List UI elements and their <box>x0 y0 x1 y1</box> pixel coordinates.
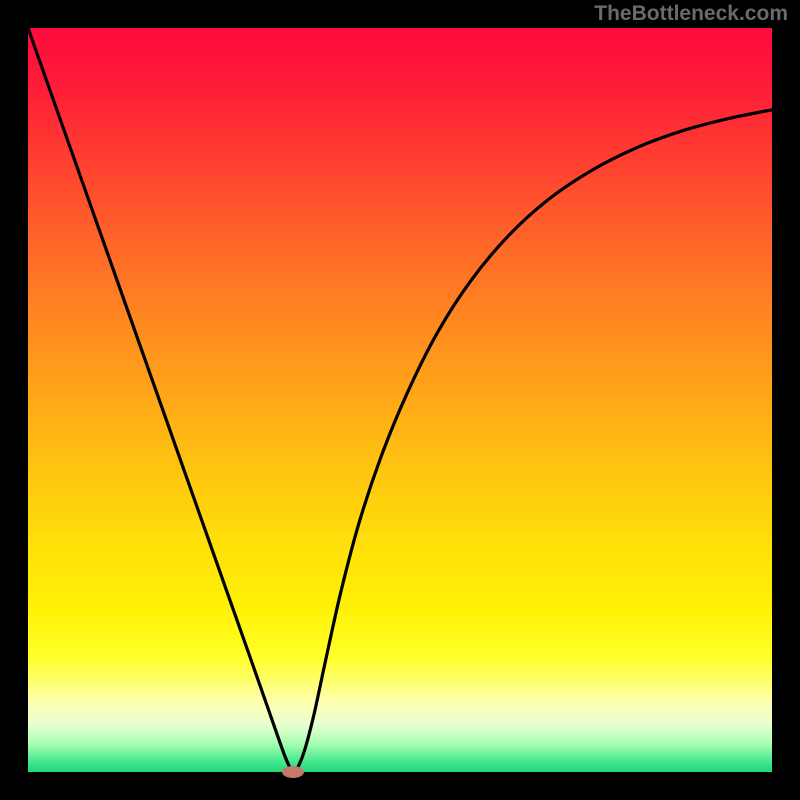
curve-layer <box>28 28 772 772</box>
dip-marker <box>282 766 304 778</box>
plot-area <box>28 28 772 772</box>
chart-container: { "watermark": { "text": "TheBottleneck.… <box>0 0 800 800</box>
watermark-text: TheBottleneck.com <box>594 2 788 26</box>
bottleneck-curve <box>28 28 772 772</box>
